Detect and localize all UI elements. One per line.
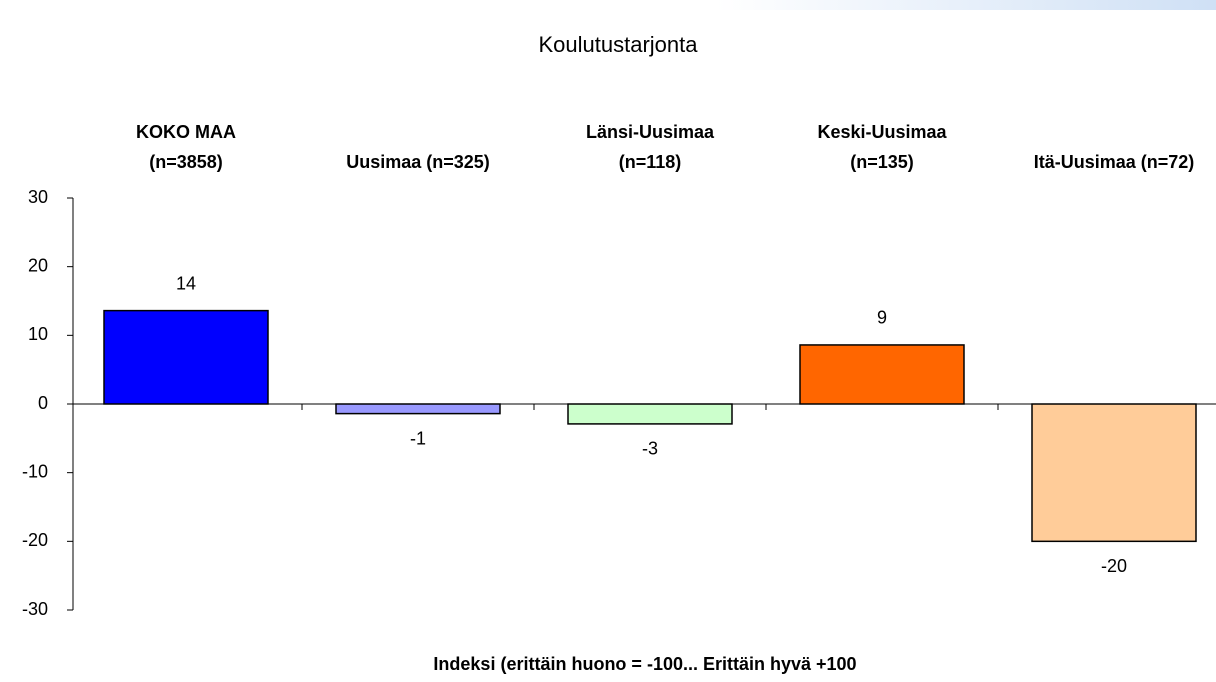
bar bbox=[567, 403, 733, 425]
y-tick-label: 20 bbox=[28, 255, 48, 275]
y-tick-label: 10 bbox=[28, 324, 48, 344]
category-label: Länsi-Uusimaa (n=118) bbox=[585, 122, 715, 172]
category-label: Keski-Uusimaa (n=135) bbox=[817, 122, 947, 172]
data-label: 14 bbox=[176, 273, 196, 293]
y-tick-label: -30 bbox=[22, 599, 48, 619]
data-label: -3 bbox=[642, 439, 658, 459]
data-label: -1 bbox=[410, 428, 426, 448]
category-label: Uusimaa (n=325) bbox=[346, 152, 490, 172]
y-tick-label: -10 bbox=[22, 461, 48, 481]
category-label: KOKO MAA (n=3858) bbox=[136, 122, 236, 172]
data-label: 9 bbox=[877, 308, 887, 328]
data-label: -20 bbox=[1101, 556, 1127, 576]
y-tick-label: -20 bbox=[22, 530, 48, 550]
category-label: Itä-Uusimaa (n=72) bbox=[1033, 152, 1195, 172]
chart-title: Koulutustarjonta bbox=[539, 32, 699, 57]
bar bbox=[1031, 403, 1197, 543]
y-tick-label: 0 bbox=[38, 393, 48, 413]
header-strip bbox=[716, 0, 1216, 10]
bar bbox=[103, 309, 269, 405]
x-axis-title: Indeksi (erittäin huono = -100... Erittä… bbox=[433, 654, 856, 674]
bar bbox=[335, 403, 501, 415]
bar bbox=[799, 344, 965, 405]
y-tick-label: 30 bbox=[28, 187, 48, 207]
